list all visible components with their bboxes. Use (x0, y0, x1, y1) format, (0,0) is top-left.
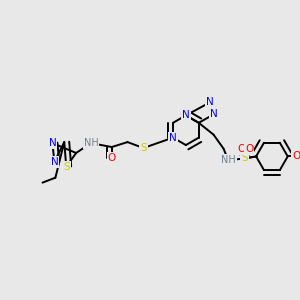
Text: S: S (63, 162, 70, 172)
Text: O: O (108, 153, 116, 163)
Text: N: N (182, 110, 190, 120)
Text: N: N (206, 97, 214, 107)
Text: N: N (210, 109, 218, 119)
Text: O: O (292, 152, 300, 161)
Text: N: N (49, 138, 56, 148)
Text: O: O (237, 143, 245, 154)
Text: S: S (241, 153, 247, 164)
Text: N: N (50, 157, 58, 167)
Text: NH: NH (84, 138, 98, 148)
Text: N: N (169, 133, 177, 142)
Text: S: S (140, 143, 147, 153)
Text: O: O (245, 143, 253, 154)
Text: NH: NH (221, 155, 236, 165)
